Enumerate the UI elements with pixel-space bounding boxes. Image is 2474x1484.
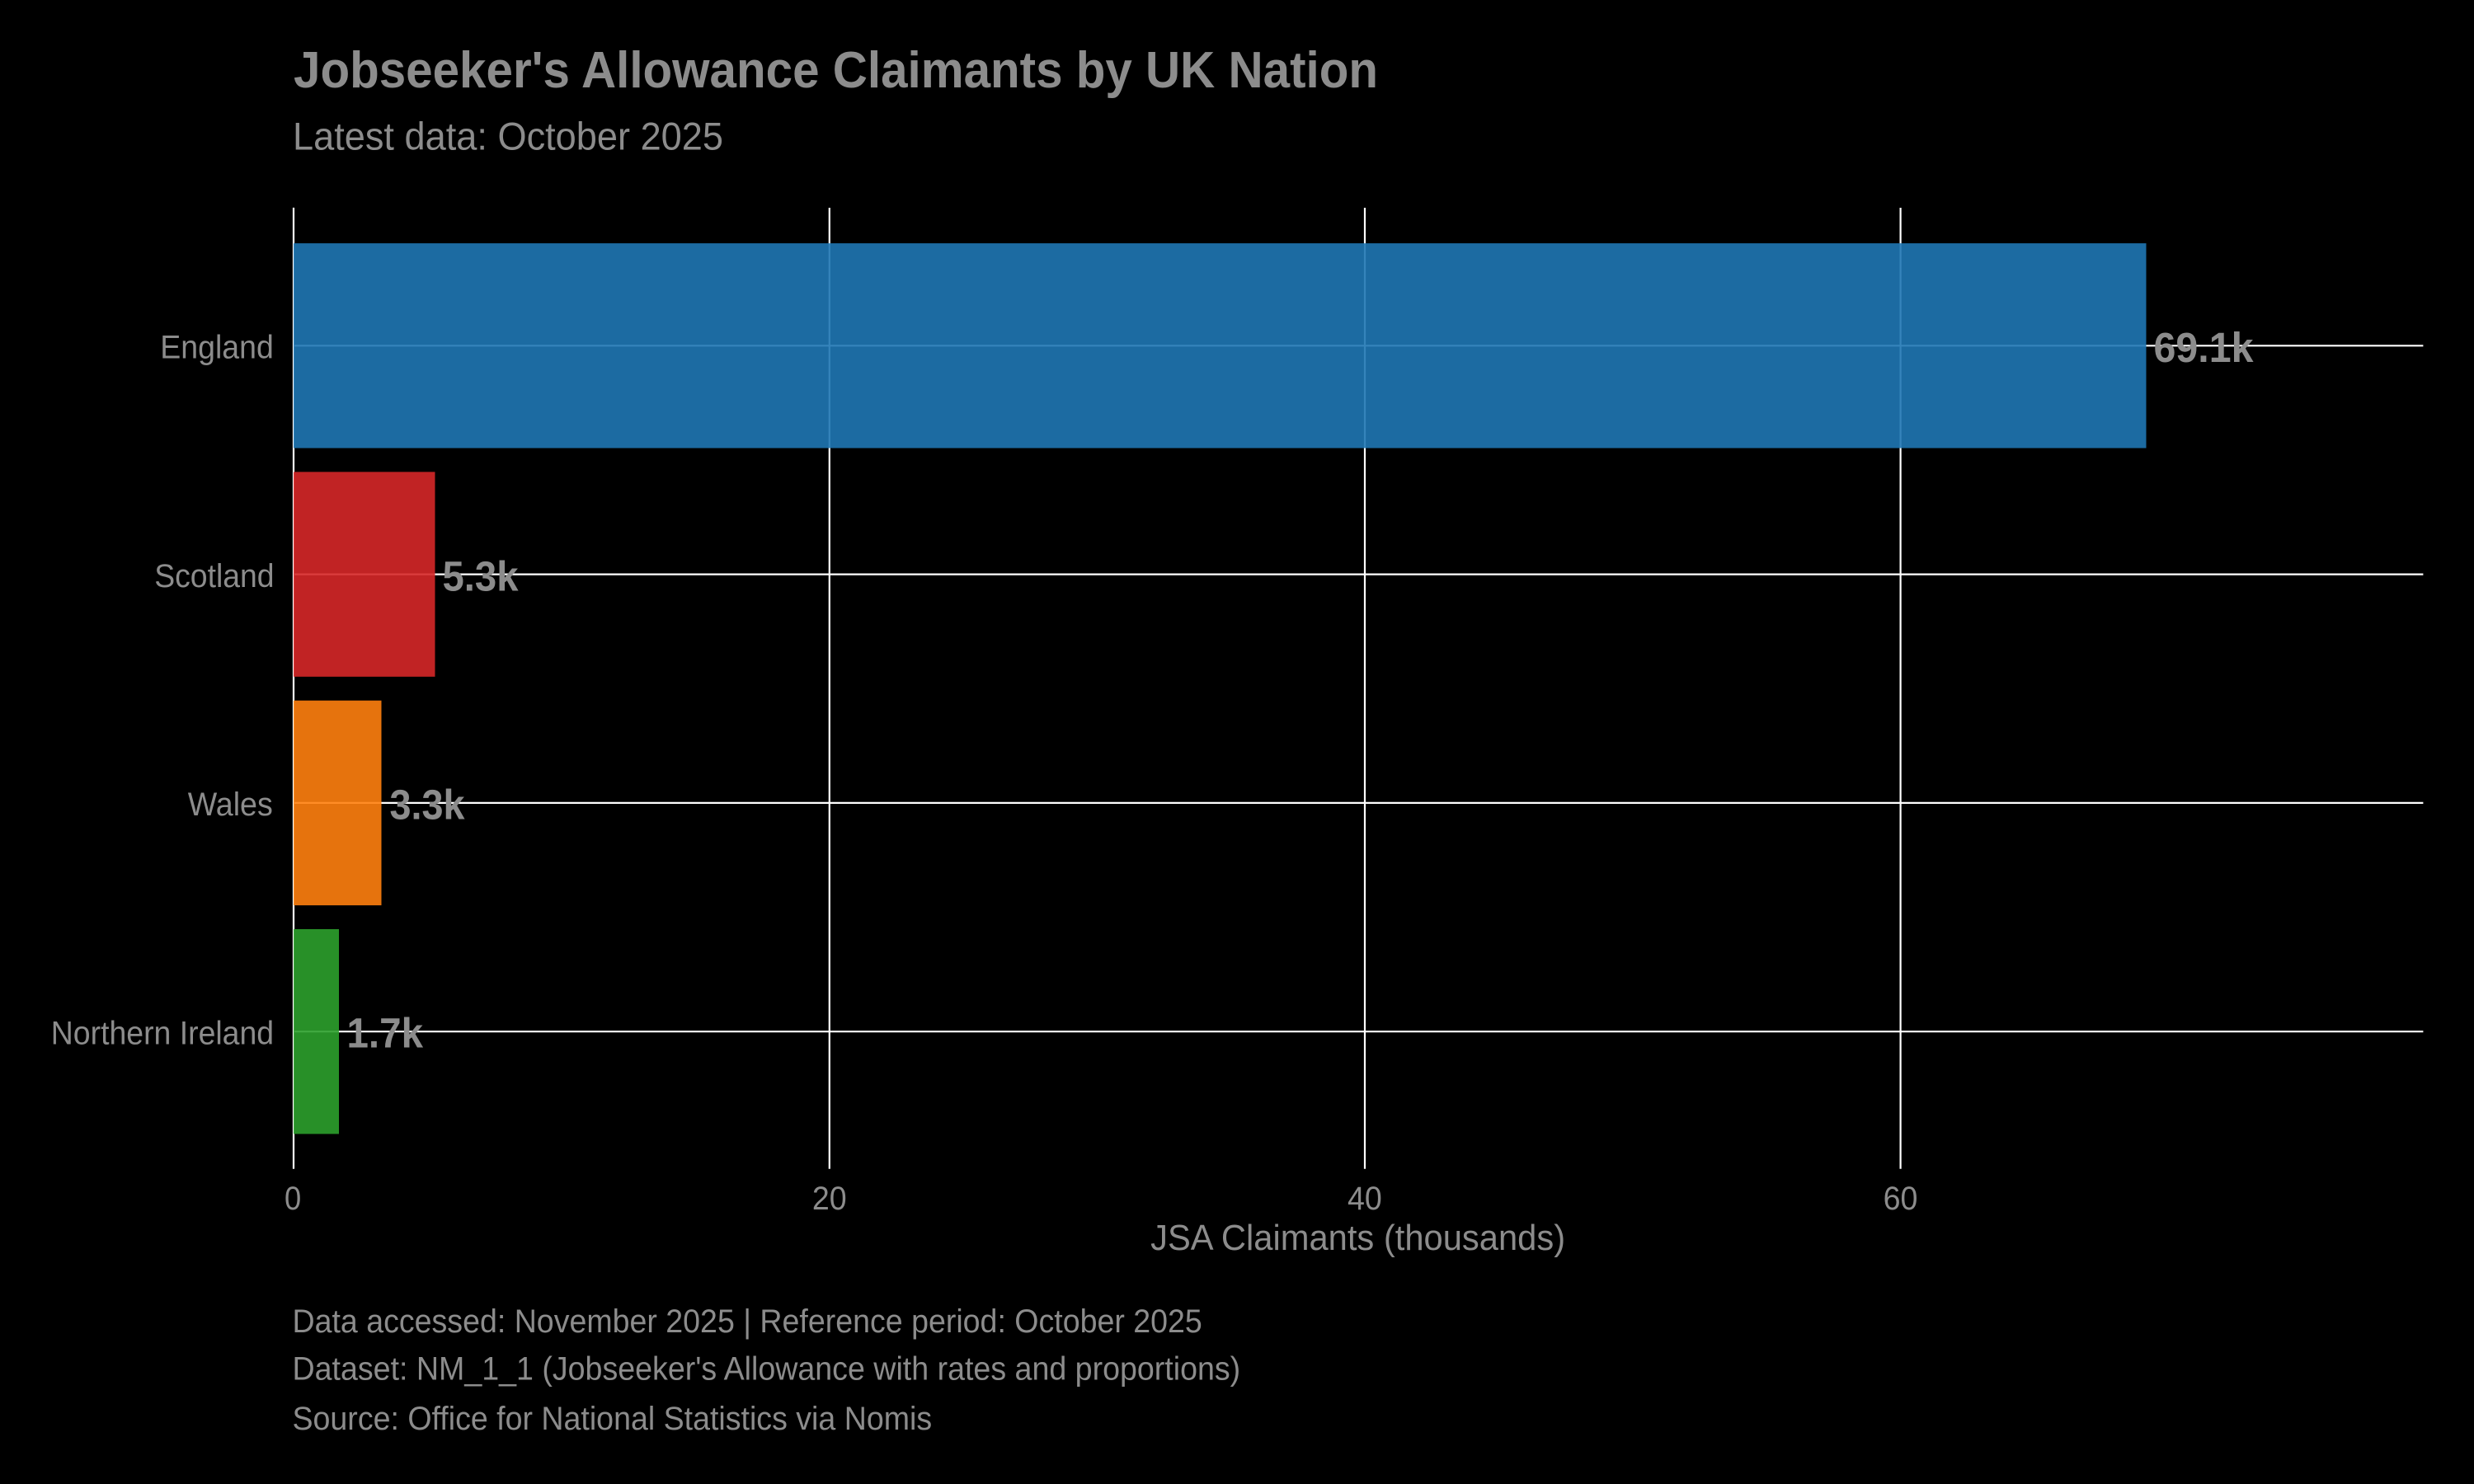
svg-text:Jobseeker's Allowance Claimant: Jobseeker's Allowance Claimants by UK Na… — [294, 42, 1378, 99]
svg-text:England: England — [160, 330, 274, 366]
svg-text:3.3k: 3.3k — [390, 781, 466, 828]
svg-text:Source: Office for National St: Source: Office for National Statistics v… — [293, 1401, 933, 1437]
svg-text:Dataset: NM_1_1 (Jobseeker's A: Dataset: NM_1_1 (Jobseeker's Allowance w… — [293, 1351, 1241, 1388]
svg-text:Scotland: Scotland — [154, 558, 274, 594]
svg-text:Latest data: October 2025: Latest data: October 2025 — [293, 115, 723, 158]
svg-text:5.3k: 5.3k — [443, 553, 520, 600]
svg-text:40: 40 — [1348, 1181, 1382, 1217]
svg-text:60: 60 — [1884, 1181, 1918, 1217]
svg-text:20: 20 — [812, 1181, 847, 1217]
svg-text:1.7k: 1.7k — [347, 1010, 424, 1057]
svg-text:69.1k: 69.1k — [2154, 324, 2255, 371]
svg-text:Data accessed: November 2025 |: Data accessed: November 2025 | Reference… — [293, 1303, 1202, 1340]
svg-text:Northern Ireland: Northern Ireland — [51, 1015, 274, 1051]
svg-text:JSA Claimants (thousands): JSA Claimants (thousands) — [1150, 1218, 1565, 1258]
svg-text:0: 0 — [285, 1181, 301, 1217]
svg-text:Wales: Wales — [188, 787, 273, 823]
